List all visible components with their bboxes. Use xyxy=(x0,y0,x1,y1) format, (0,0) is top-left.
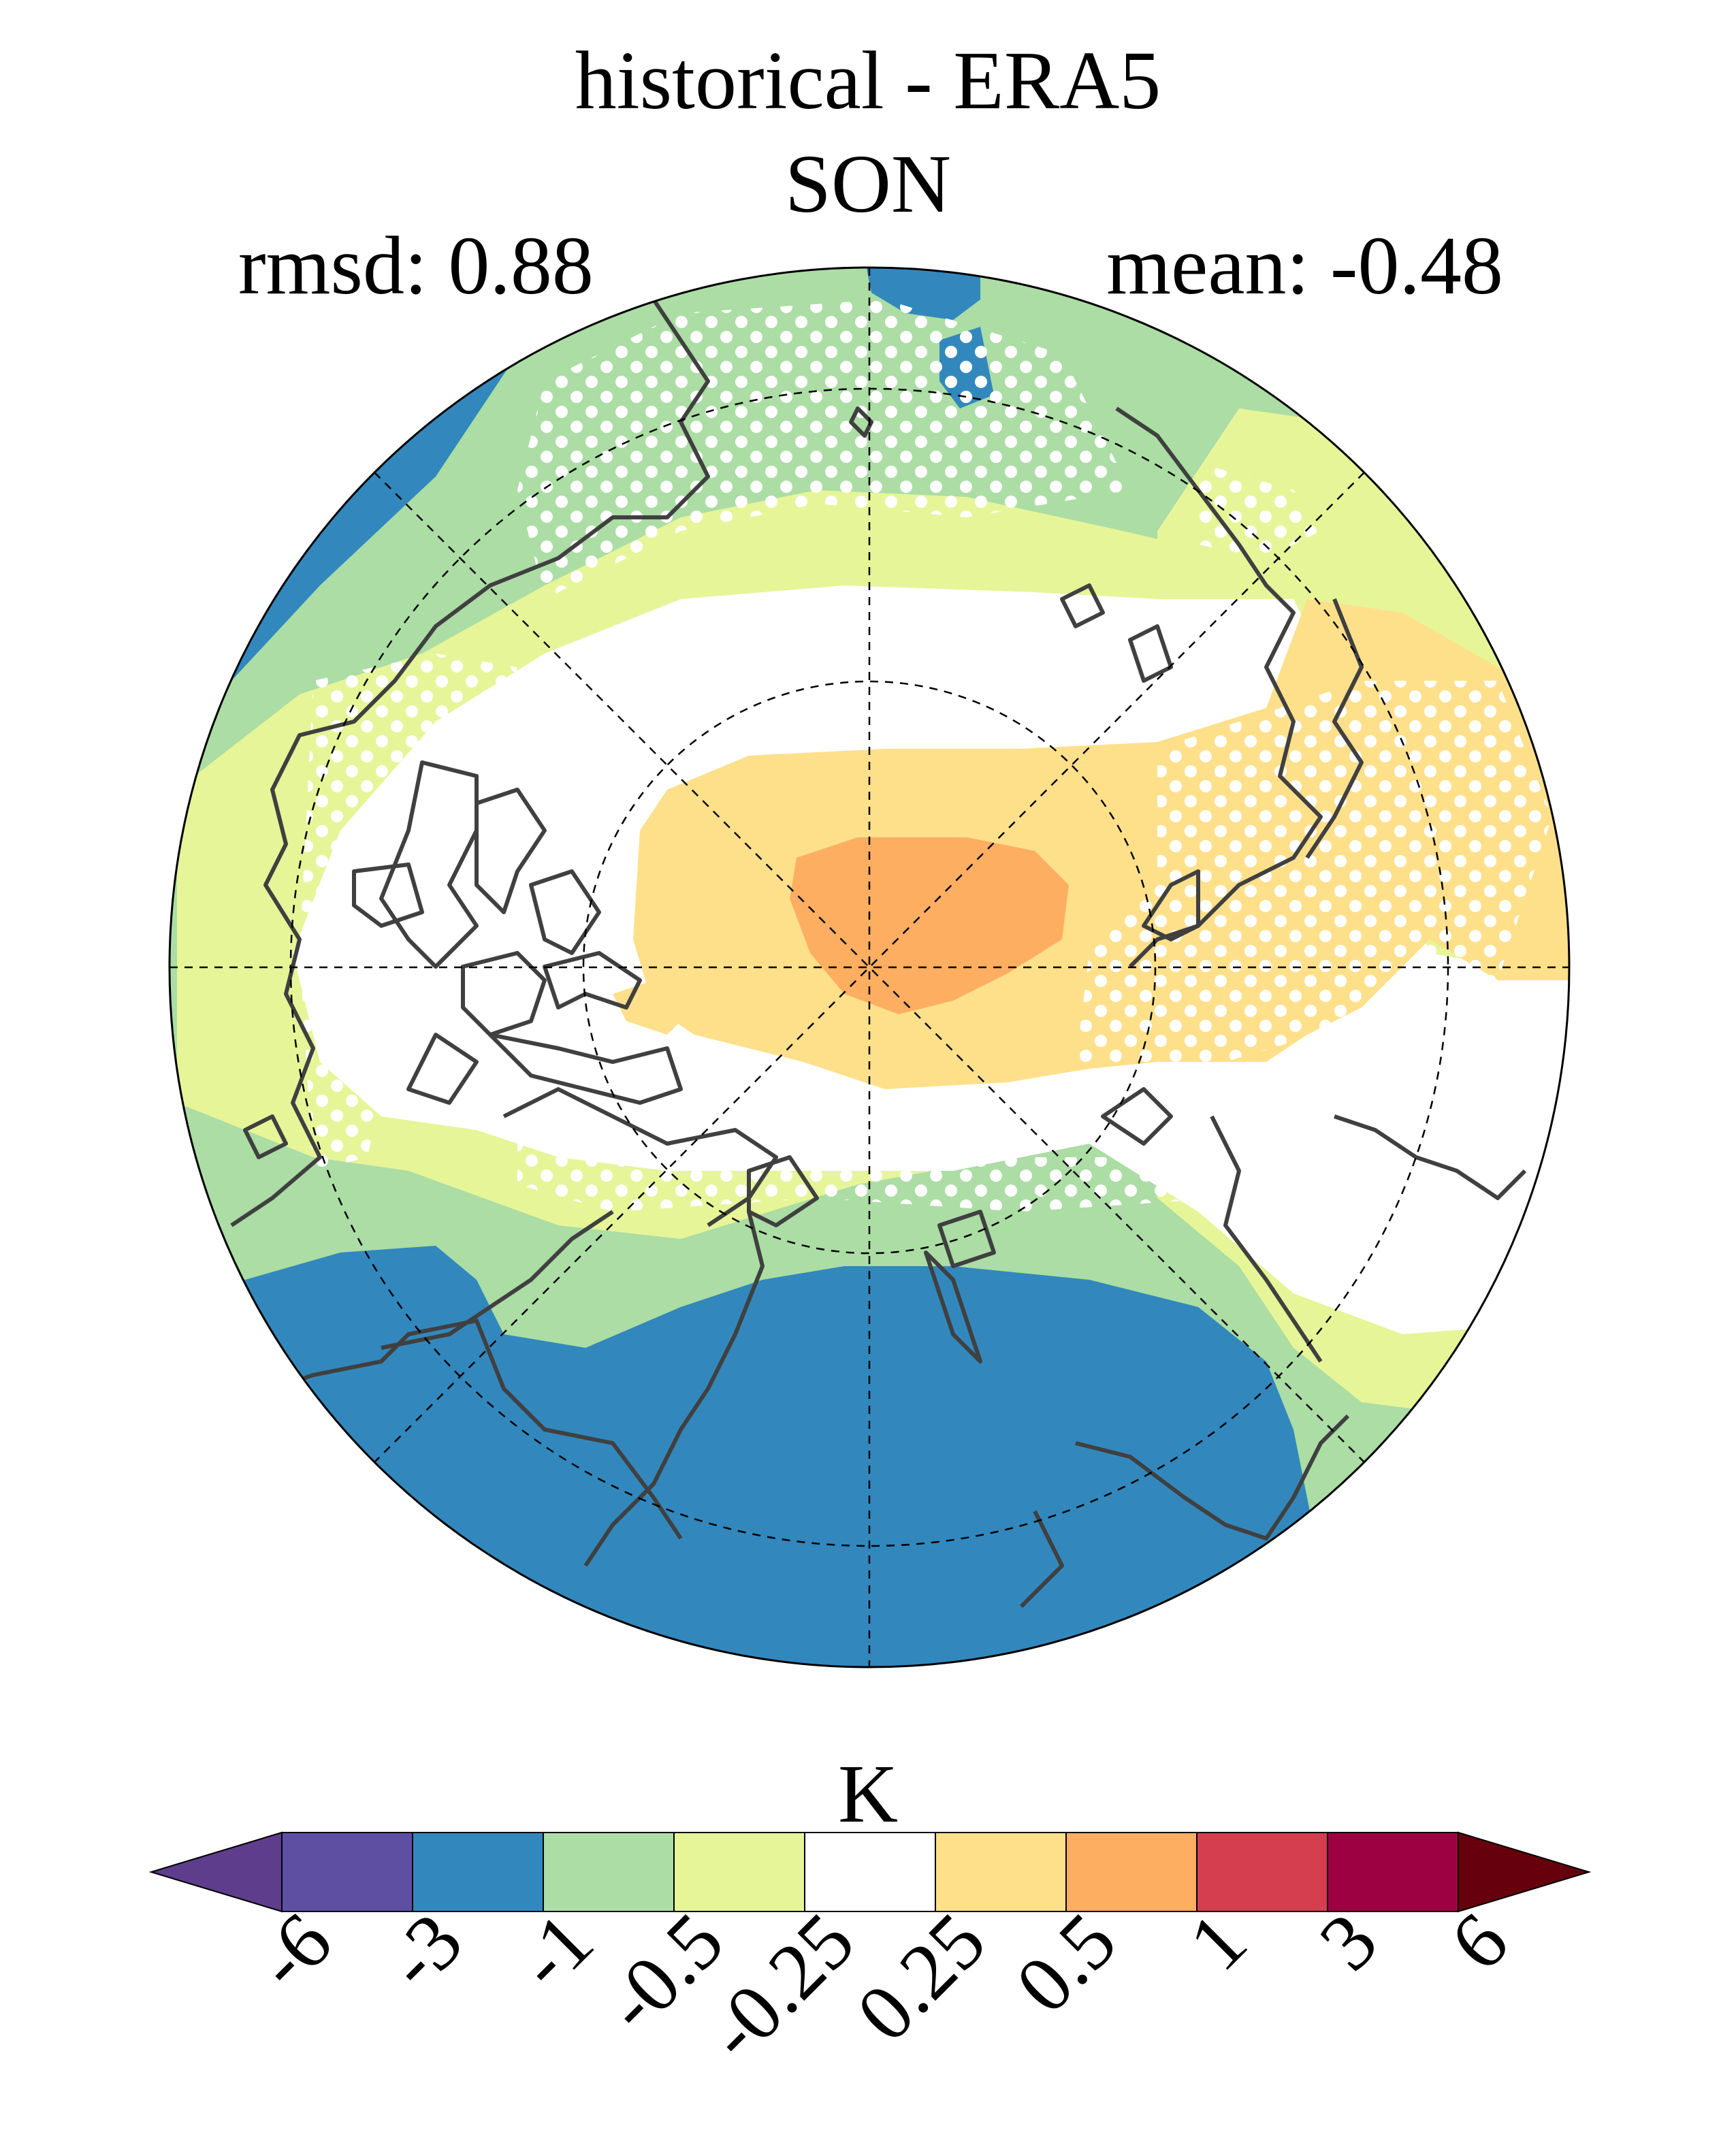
colorbar-segment xyxy=(543,1832,675,1912)
colorbar-segment xyxy=(1196,1832,1328,1912)
stippling-top xyxy=(517,300,1130,599)
colorbar-segment xyxy=(1327,1832,1459,1912)
colorbar-segment xyxy=(673,1832,805,1912)
colorbar-over-triangle xyxy=(1458,1831,1592,1913)
colorbar-unit-label: K xyxy=(837,1748,899,1840)
colorbar-segments xyxy=(148,1831,1592,1913)
region-orange-center xyxy=(790,837,1069,1014)
figure-title: historical - ERA5 xyxy=(575,35,1161,127)
map-boundary xyxy=(168,266,1571,1668)
colorbar-segment xyxy=(412,1832,544,1912)
colorbar-segment xyxy=(281,1832,413,1912)
colorbar-segment xyxy=(935,1832,1067,1912)
region-light-orange-small xyxy=(613,980,681,1035)
stippling-left xyxy=(300,653,517,1171)
graticule xyxy=(170,268,1569,1667)
coastlines xyxy=(230,298,1527,1609)
region-blue-lower xyxy=(170,1246,1569,1667)
mean-label: mean: -0.48 xyxy=(1106,220,1503,312)
latitude-circle-inner xyxy=(582,680,1157,1255)
colorbar-under-triangle xyxy=(148,1831,283,1913)
rmsd-label: rmsd: 0.88 xyxy=(238,220,594,312)
anomaly-field xyxy=(170,268,1569,1667)
figure-subtitle: SON xyxy=(784,138,952,230)
colorbar-segment xyxy=(804,1832,936,1912)
colorbar-segment xyxy=(1065,1832,1197,1912)
